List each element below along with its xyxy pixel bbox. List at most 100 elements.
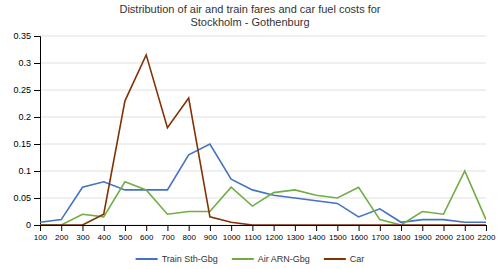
tick-label: 1800 — [393, 233, 411, 242]
tick-mark — [61, 225, 62, 231]
tick-label: 1900 — [414, 233, 432, 242]
tick-label: 2100 — [456, 233, 474, 242]
tick: 0.35 — [13, 31, 40, 41]
legend-item: Car — [324, 254, 365, 264]
lines — [40, 55, 486, 225]
tick: 700 — [161, 225, 175, 242]
tick-label: 0.05 — [13, 193, 31, 203]
tick-mark — [231, 225, 232, 231]
legend: Train Sth-Gbg Air ARN-Gbg Car — [136, 254, 365, 264]
tick-label: 800 — [182, 233, 196, 242]
series-line — [40, 55, 486, 225]
tick-label: 0.2 — [18, 112, 31, 122]
tick-mark — [167, 225, 168, 231]
tick: 2000 — [435, 225, 453, 242]
tick-label: 0.15 — [13, 139, 31, 149]
tick-label: 0.35 — [13, 31, 31, 41]
tick: 0.25 — [13, 85, 40, 95]
tick-mark — [104, 225, 105, 231]
tick-mark — [295, 225, 296, 231]
tick: 0.15 — [13, 139, 40, 149]
tick-mark — [34, 144, 40, 145]
legend-label: Car — [350, 254, 365, 264]
tick: 100 — [34, 225, 48, 242]
legend-item: Train Sth-Gbg — [136, 254, 218, 264]
tick-label: 200 — [55, 233, 69, 242]
tick-label: 1000 — [223, 233, 241, 242]
tick: 0.2 — [18, 112, 40, 122]
plot: 1002003004005006007008009001000110012001… — [13, 31, 495, 241]
tick-mark — [444, 225, 445, 231]
tick-label: 400 — [98, 233, 112, 242]
tick-mark — [401, 225, 402, 231]
tick-label: 0.25 — [13, 85, 31, 95]
legend-swatch — [232, 258, 254, 260]
tick-label: 1300 — [286, 233, 304, 242]
tick-label: 600 — [140, 233, 154, 242]
title-line: Stockholm - Gothenburg — [190, 16, 309, 28]
grid-line — [40, 117, 486, 118]
tick-mark — [34, 90, 40, 91]
tick-mark — [34, 225, 40, 226]
tick-mark — [34, 36, 40, 37]
tick-mark — [252, 225, 253, 231]
tick-mark — [34, 171, 40, 172]
tick: 0 — [26, 220, 40, 230]
tick-mark — [380, 225, 381, 231]
tick: 0.3 — [18, 58, 40, 68]
y-axis: 0 0.05 0.1 0.15 0.2 0.25 0.3 0.35 — [13, 31, 40, 230]
title: Distribution of air and train fares and … — [119, 3, 380, 28]
tick-label: 900 — [204, 233, 218, 242]
tick: 400 — [98, 225, 112, 242]
chart: Distribution of air and train fares and … — [0, 0, 500, 269]
legend-swatch — [324, 258, 346, 260]
tick-mark — [337, 225, 338, 231]
x-axis: 1002003004005006007008009001000110012001… — [34, 225, 496, 242]
tick-label: 0 — [26, 220, 31, 230]
tick: 0.1 — [18, 166, 40, 176]
tick: 900 — [204, 225, 218, 242]
grid-line — [40, 171, 486, 172]
tick-mark — [274, 225, 275, 231]
tick-label: 1700 — [371, 233, 389, 242]
tick-label: 1400 — [308, 233, 326, 242]
tick-mark — [82, 225, 83, 231]
tick: 600 — [140, 225, 154, 242]
tick: 200 — [55, 225, 69, 242]
tick-mark — [146, 225, 147, 231]
tick-label: 2200 — [478, 233, 496, 242]
legend-label: Air ARN-Gbg — [258, 254, 310, 264]
legend-label: Train Sth-Gbg — [162, 254, 218, 264]
tick-label: 2000 — [435, 233, 453, 242]
tick: 800 — [182, 225, 196, 242]
tick: 2100 — [456, 225, 474, 242]
tick-label: 1100 — [244, 233, 262, 242]
title-line: Distribution of air and train fares and … — [119, 3, 380, 15]
tick: 1500 — [329, 225, 347, 242]
grid-line — [40, 144, 486, 145]
tick-mark — [34, 117, 40, 118]
tick-mark — [34, 63, 40, 64]
tick: 1300 — [286, 225, 304, 242]
tick-mark — [125, 225, 126, 231]
legend-swatch — [136, 258, 158, 260]
grid-line — [40, 90, 486, 91]
tick: 300 — [76, 225, 90, 242]
tick: 1400 — [308, 225, 326, 242]
tick-label: 1500 — [329, 233, 347, 242]
tick-label: 300 — [76, 233, 90, 242]
tick-label: 1600 — [350, 233, 368, 242]
grid-line — [40, 36, 486, 37]
tick: 1000 — [223, 225, 241, 242]
tick-label: 700 — [161, 233, 175, 242]
tick: 1200 — [265, 225, 283, 242]
grid — [40, 36, 486, 225]
tick-mark — [34, 198, 40, 199]
tick-mark — [189, 225, 190, 231]
tick: 1700 — [371, 225, 389, 242]
tick: 1600 — [350, 225, 368, 242]
axis-line — [41, 226, 487, 232]
tick-mark — [359, 225, 360, 231]
tick-label: 1200 — [265, 233, 283, 242]
tick: 0.05 — [13, 193, 40, 203]
